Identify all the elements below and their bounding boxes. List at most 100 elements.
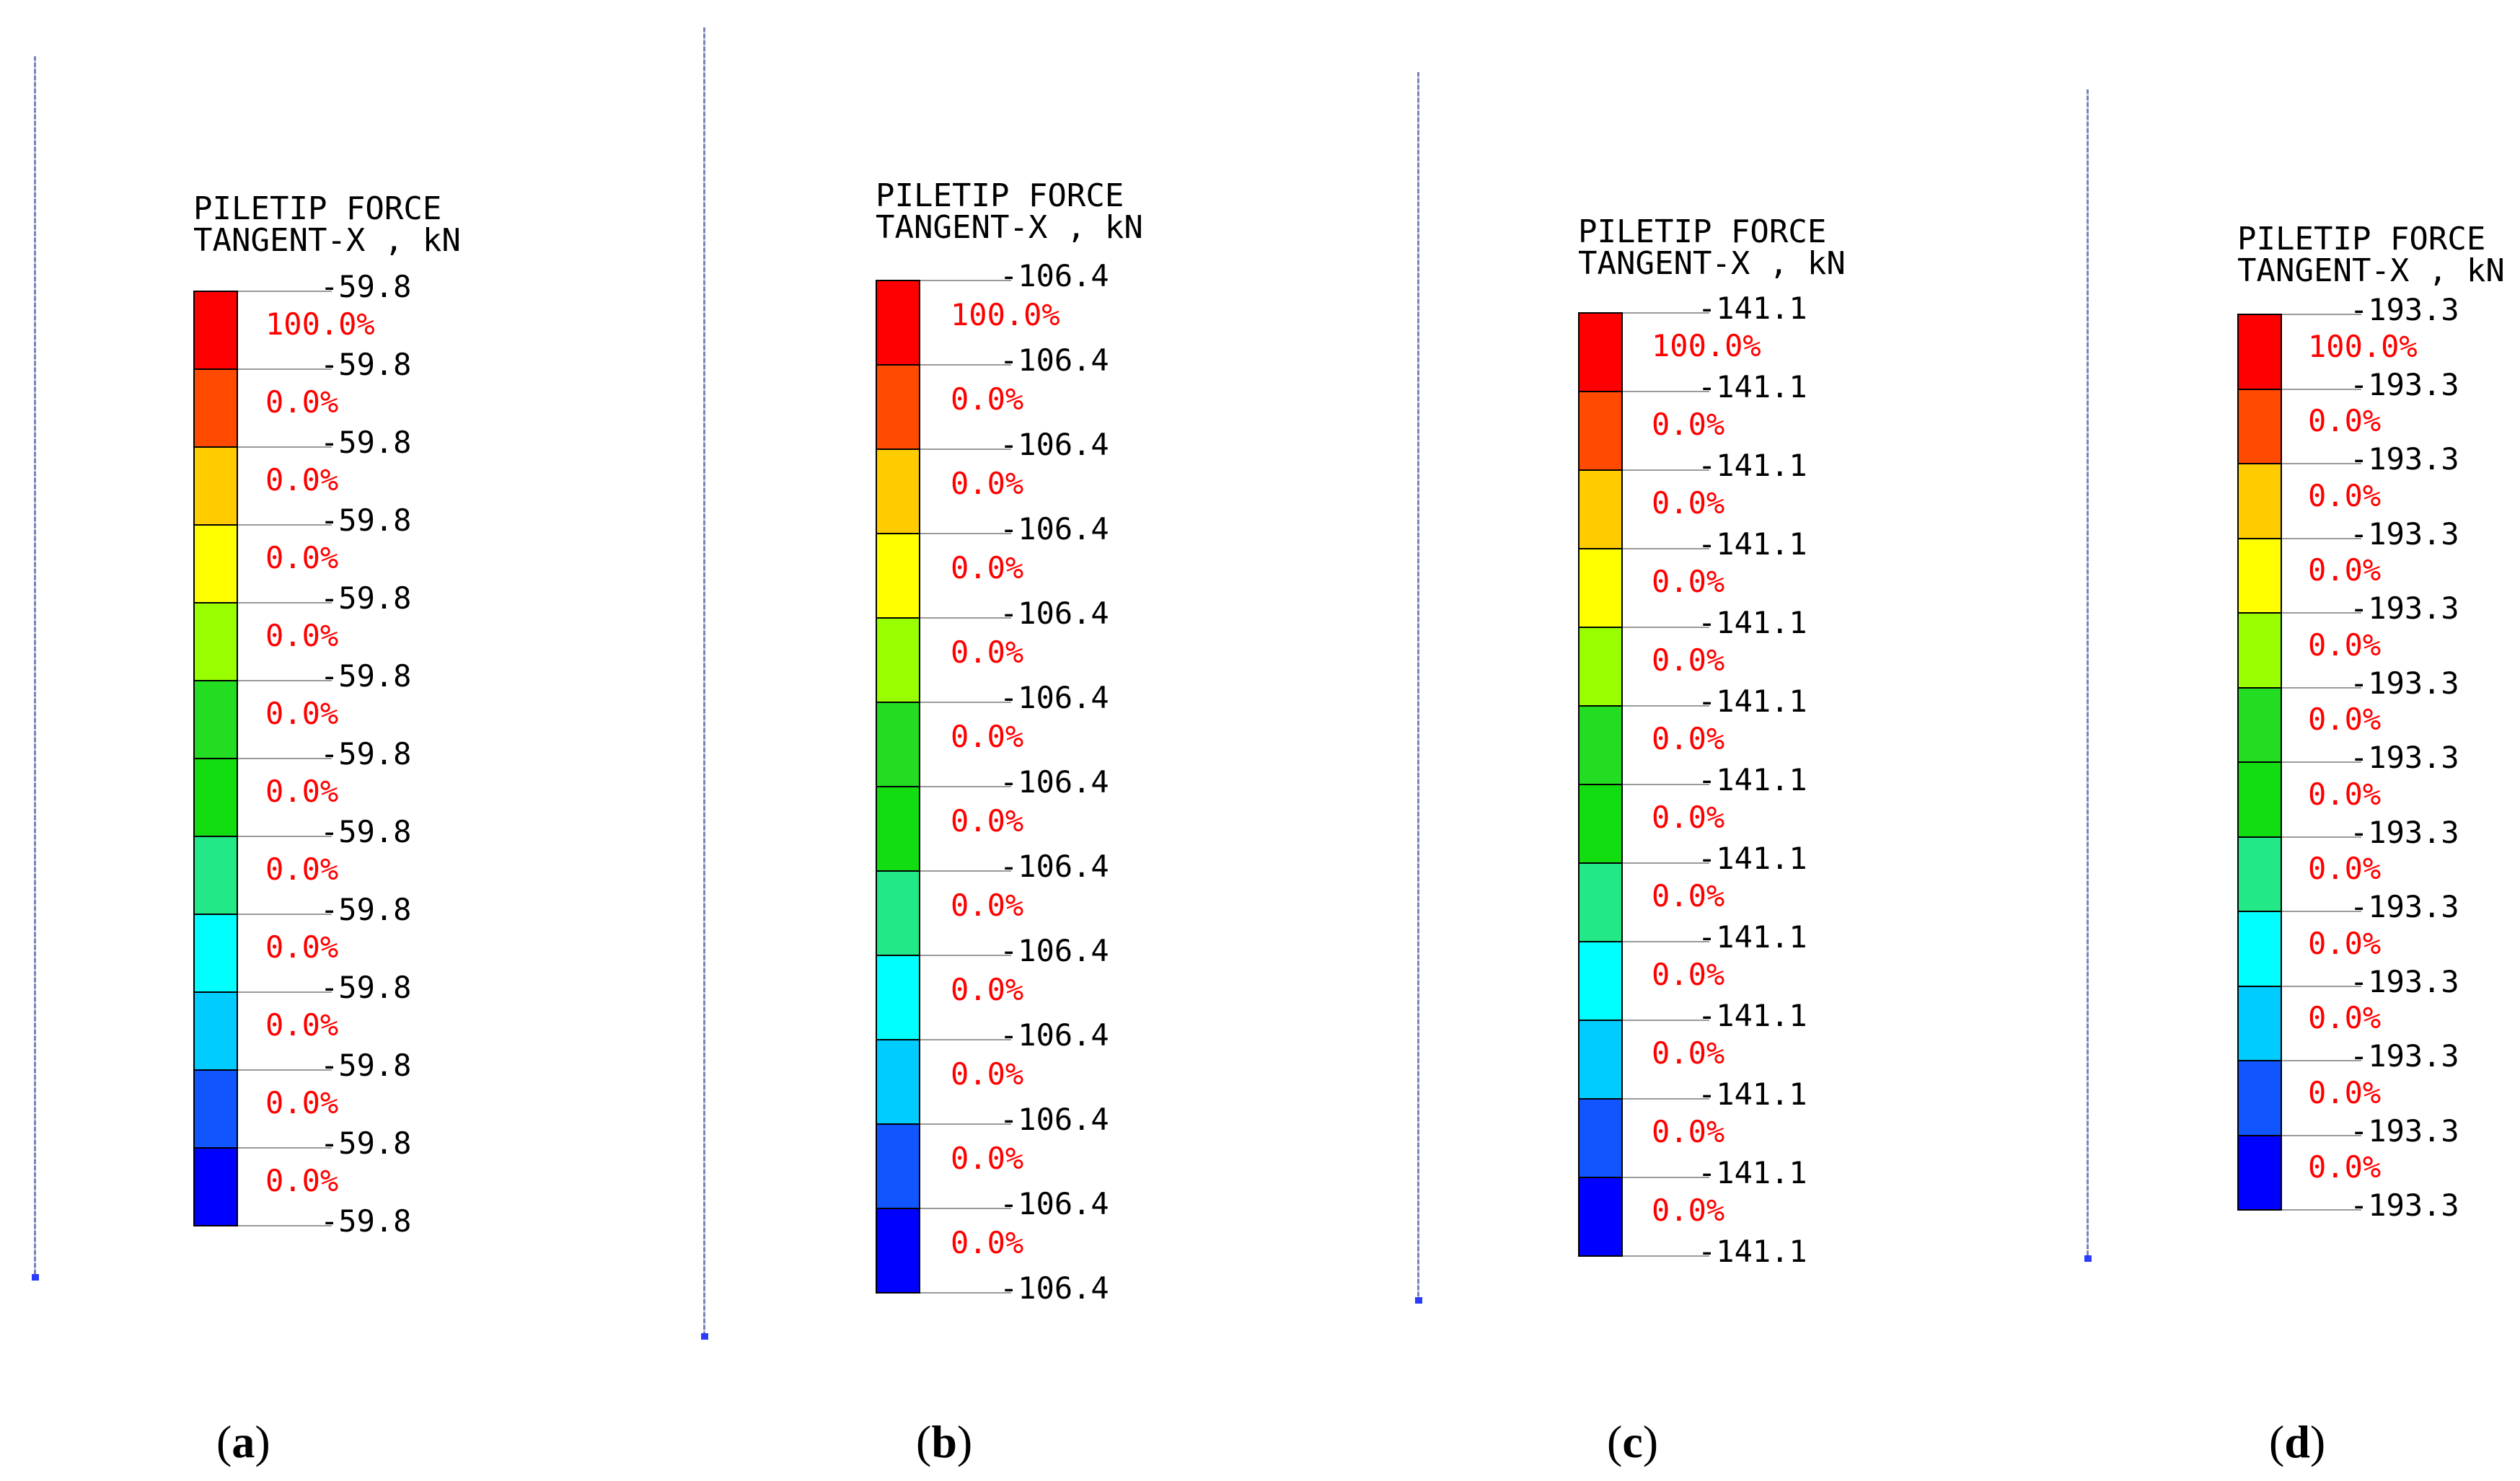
percent-label: 0.0% xyxy=(2308,851,2382,887)
percent-label: 0.0% xyxy=(265,1084,339,1120)
percent-label: 0.0% xyxy=(1652,1035,1725,1071)
tick-label: -141.1 xyxy=(1698,369,1807,404)
tick-label: -59.8 xyxy=(320,814,412,849)
tick-line xyxy=(920,1292,1011,1294)
tick-line xyxy=(920,955,1011,956)
tick-label: -193.3 xyxy=(2350,366,2459,402)
color-band xyxy=(193,368,238,448)
percent-label: 0.0% xyxy=(1652,878,1725,914)
color-band xyxy=(1578,391,1623,471)
legend-title-line2: TANGENT-X , kN xyxy=(193,222,461,259)
tick-line xyxy=(2282,911,2361,912)
color-band xyxy=(2237,537,2282,614)
tick-label: -141.1 xyxy=(1698,684,1807,719)
color-band xyxy=(876,533,920,619)
tick-label: -106.4 xyxy=(1000,427,1109,462)
tick-label: -141.1 xyxy=(1698,762,1807,797)
percent-label: 0.0% xyxy=(2308,1149,2382,1185)
color-band xyxy=(876,280,920,366)
percent-label: 0.0% xyxy=(1652,957,1725,993)
tick-label: -59.8 xyxy=(320,970,412,1005)
percent-label: 0.0% xyxy=(1652,1193,1725,1229)
tick-line xyxy=(238,680,332,681)
tick-label: -106.4 xyxy=(1000,680,1109,715)
tick-label: -193.3 xyxy=(2350,814,2459,850)
tick-label: -106.4 xyxy=(1000,764,1109,800)
percent-label: 0.0% xyxy=(265,695,339,731)
tick-label: -193.3 xyxy=(2350,1188,2459,1223)
tick-line xyxy=(2282,388,2361,390)
percent-label: 0.0% xyxy=(2308,1074,2382,1110)
legend-title: PILETIP FORCE TANGENT-X , kN xyxy=(1578,216,1846,280)
tick-line xyxy=(238,758,332,759)
tick-label: -106.4 xyxy=(1000,596,1109,631)
tick-label: -59.8 xyxy=(320,736,412,772)
tick-line xyxy=(920,280,1011,281)
percent-label: 0.0% xyxy=(951,803,1024,839)
color-band xyxy=(193,1147,238,1226)
tick-line xyxy=(1623,1020,1709,1021)
tick-label: -59.8 xyxy=(320,503,412,538)
tick-label: -141.1 xyxy=(1698,1234,1807,1269)
tick-label: -193.3 xyxy=(2350,441,2459,477)
color-band xyxy=(876,617,920,703)
color-band xyxy=(2237,686,2282,763)
pile-tip-marker xyxy=(32,1274,39,1281)
tick-line xyxy=(2282,985,2361,987)
color-band xyxy=(876,1208,920,1294)
tick-label: -141.1 xyxy=(1698,448,1807,483)
percent-label: 0.0% xyxy=(2308,627,2382,663)
color-band xyxy=(1578,627,1623,707)
tick-line xyxy=(2282,836,2361,838)
percent-label: 0.0% xyxy=(1652,721,1725,757)
percent-label: 0.0% xyxy=(1652,800,1725,836)
percent-label: 0.0% xyxy=(265,617,339,653)
percent-label: 0.0% xyxy=(1652,564,1725,600)
tick-line xyxy=(2282,314,2361,315)
tick-label: -141.1 xyxy=(1698,841,1807,876)
tick-label: -106.4 xyxy=(1000,258,1109,293)
legend-title-line1: PILETIP FORCE xyxy=(1578,213,1827,250)
tick-line xyxy=(920,702,1011,703)
pile-c xyxy=(1415,72,1422,1304)
tick-label: -193.3 xyxy=(2350,740,2459,775)
percent-label: 0.0% xyxy=(951,466,1024,502)
tick-label: -193.3 xyxy=(2350,1113,2459,1149)
caption-a: (a) xyxy=(216,1416,270,1467)
tick-label: -141.1 xyxy=(1698,526,1807,562)
pile-d xyxy=(2084,89,2092,1262)
tick-line xyxy=(2282,1060,2361,1061)
color-band xyxy=(2237,314,2282,390)
tick-line xyxy=(2282,686,2361,689)
percent-label: 0.0% xyxy=(265,461,339,498)
tick-label: -106.4 xyxy=(1000,1186,1109,1221)
color-band xyxy=(1578,1020,1623,1100)
color-band xyxy=(1578,862,1623,942)
color-band xyxy=(1578,548,1623,628)
percent-label: 0.0% xyxy=(951,1056,1024,1092)
color-band xyxy=(1578,784,1623,864)
tick-line xyxy=(238,836,332,837)
tick-line xyxy=(920,448,1011,450)
tick-line xyxy=(920,870,1011,872)
percent-label: 0.0% xyxy=(2308,925,2382,961)
legend-title-line2: TANGENT-X , kN xyxy=(1578,245,1846,282)
percent-label: 0.0% xyxy=(951,1141,1024,1177)
pile-tip-marker xyxy=(2084,1255,2092,1262)
legend-title: PILETIP FORCE TANGENT-X , kN xyxy=(2237,224,2505,287)
color-band xyxy=(876,870,920,956)
tick-line xyxy=(920,533,1011,534)
tick-line xyxy=(2282,1209,2361,1211)
tick-line xyxy=(2282,761,2361,763)
legend-title-line2: TANGENT-X , kN xyxy=(2237,252,2505,289)
tick-label: -106.4 xyxy=(1000,1017,1109,1053)
tick-label: -106.4 xyxy=(1000,849,1109,884)
tick-label: -193.3 xyxy=(2350,516,2459,552)
color-band xyxy=(876,1123,920,1209)
percent-label: 100.0% xyxy=(951,297,1060,333)
percent-label: 0.0% xyxy=(951,972,1024,1008)
color-band xyxy=(193,836,238,915)
color-band xyxy=(876,702,920,787)
tick-line xyxy=(238,368,332,370)
legend-title: PILETIP FORCE TANGENT-X , kN xyxy=(876,180,1143,244)
